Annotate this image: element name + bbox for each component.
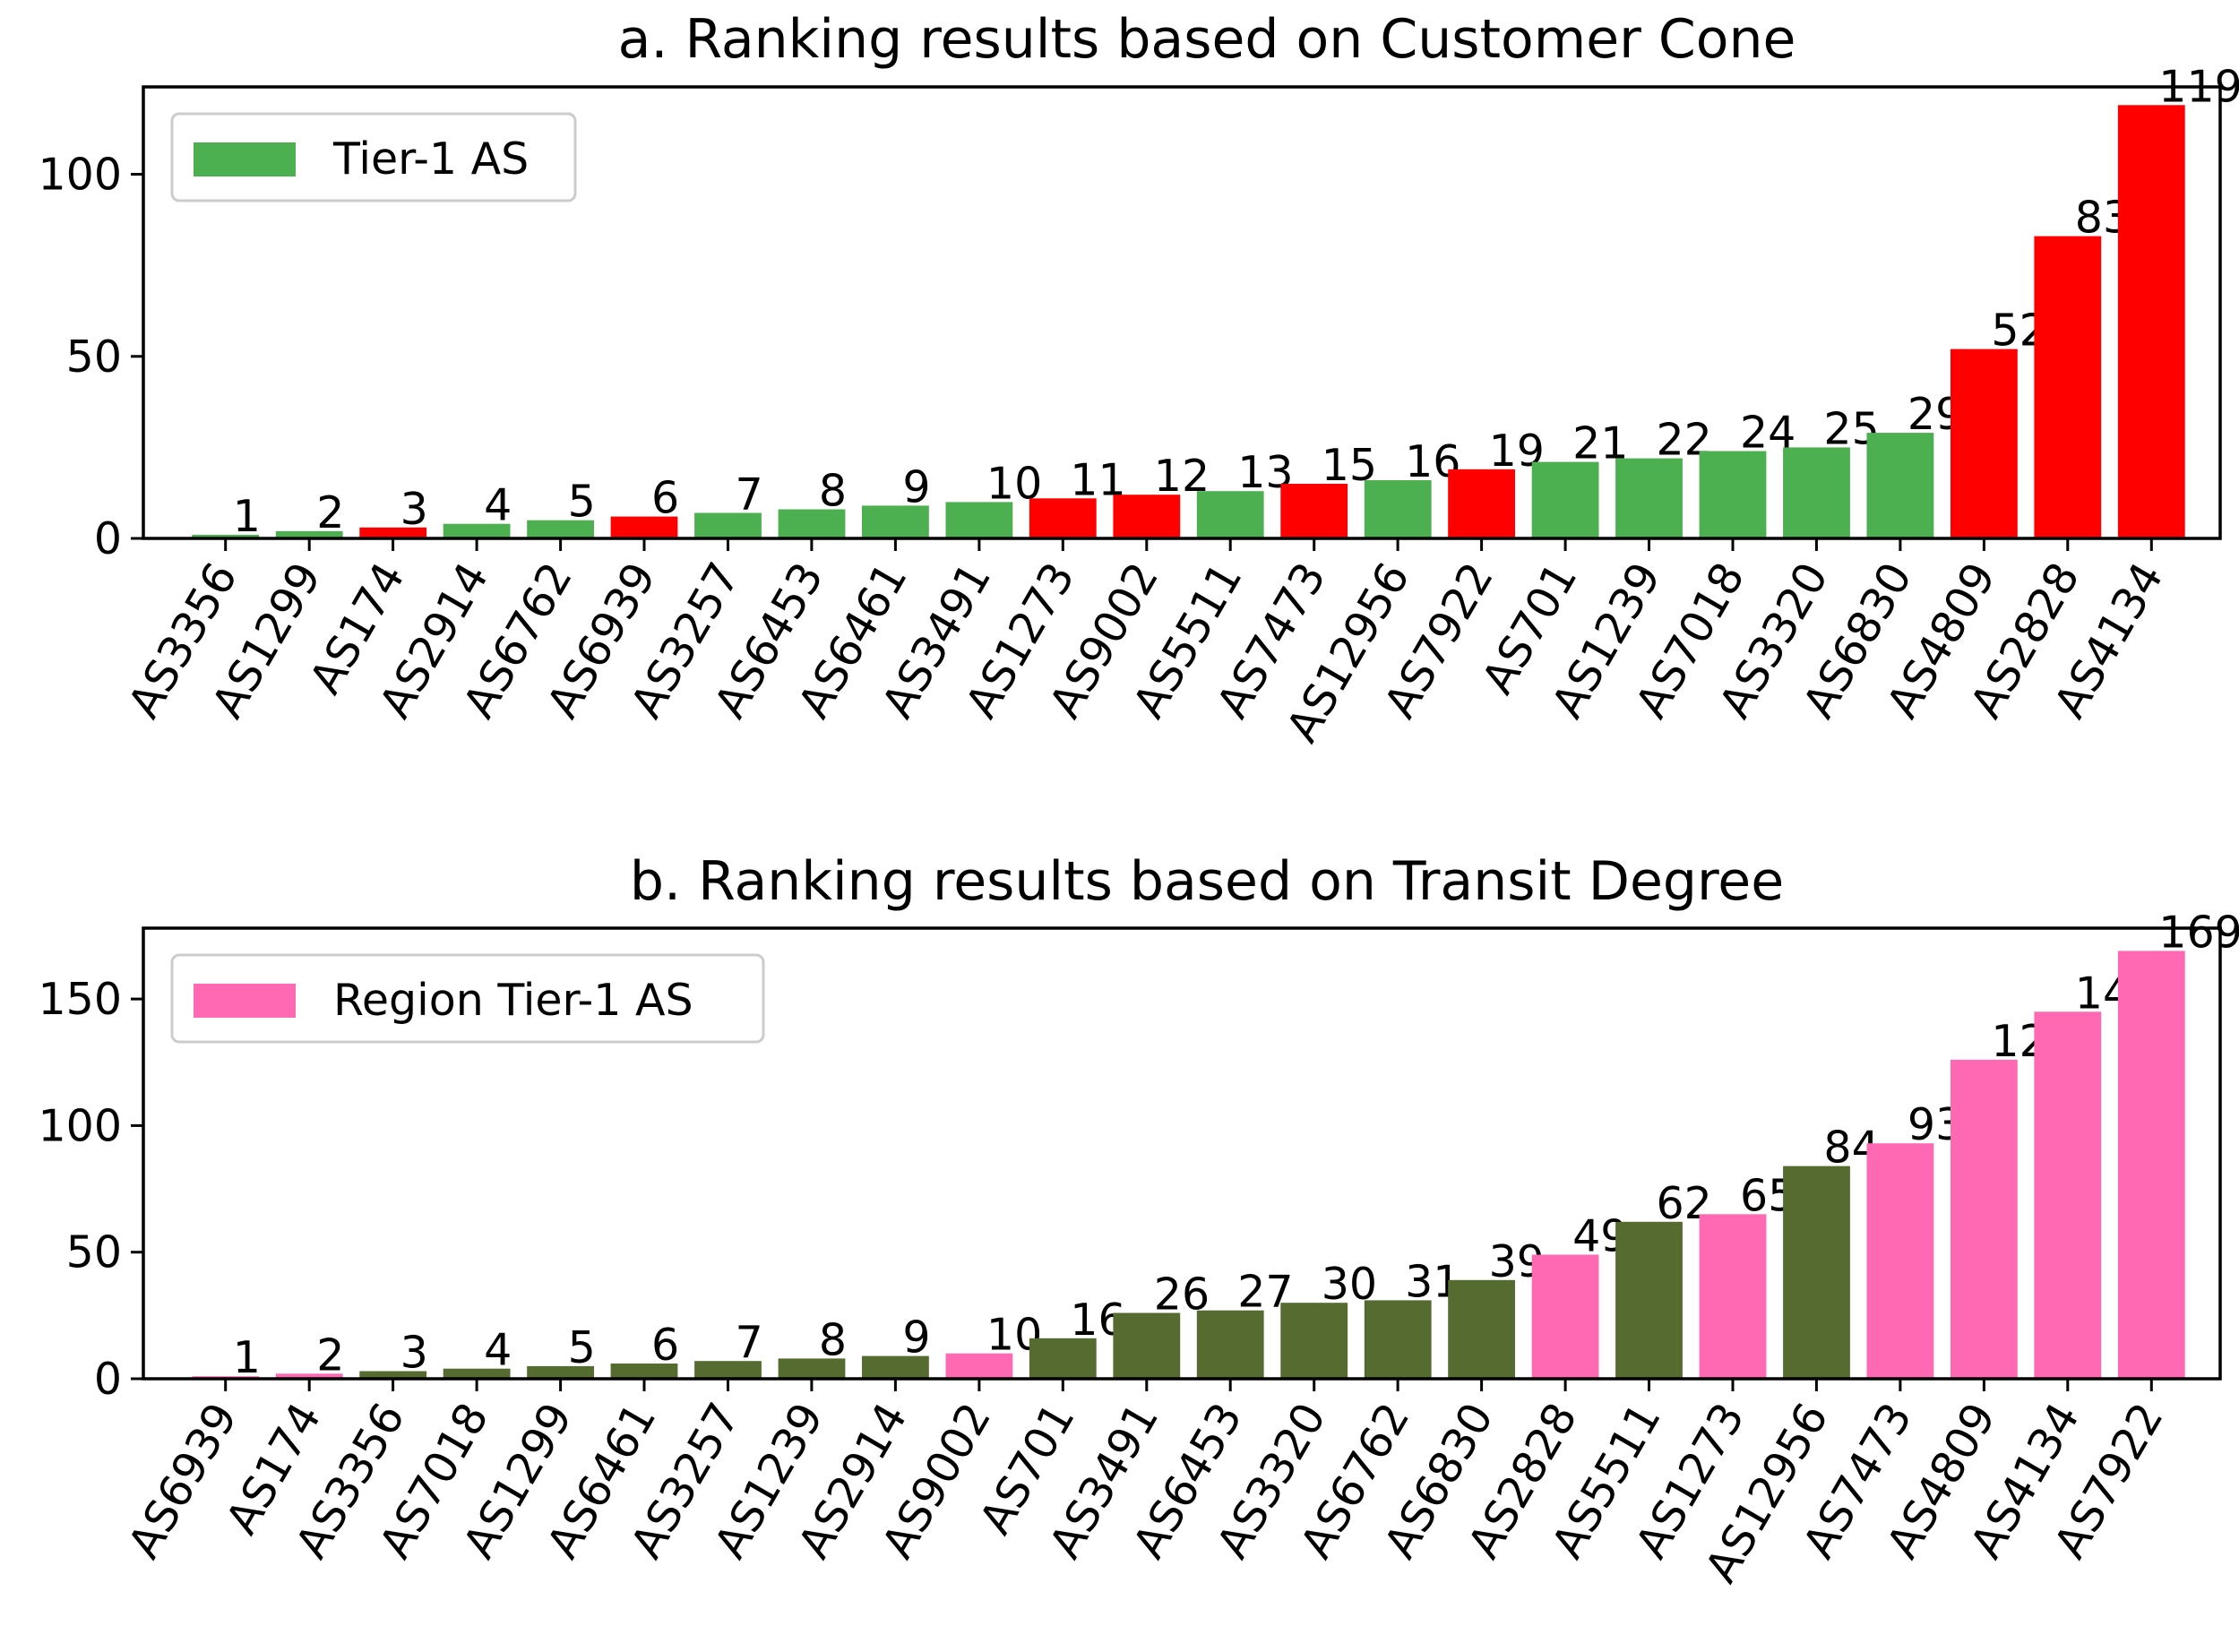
chart-a-bar-AS1239	[1615, 458, 1683, 538]
chart-a-bar-AS4809	[1951, 348, 2018, 538]
chart-a-y-tick-label: 50	[66, 331, 122, 383]
chart-b-legend-label: Region Tier-1 AS	[333, 975, 693, 1026]
chart-b-data-label: 1	[233, 1332, 261, 1383]
chart-a-bar-AS2914	[443, 523, 511, 538]
chart-a-y-tick-label: 100	[38, 150, 122, 201]
chart-a-bar-AS174	[359, 527, 427, 538]
chart-b-bar-AS1273	[1699, 1214, 1767, 1379]
chart-a-bar-AS7018	[1699, 451, 1767, 538]
chart-b-bar-AS174	[275, 1373, 343, 1379]
chart-a-bar-AS6830	[1866, 433, 1934, 538]
chart-a-data-label: 7	[736, 469, 763, 521]
chart-b-axes-frame	[142, 926, 2222, 1381]
chart-b-data-label: 5	[568, 1322, 596, 1373]
chart-b-data-label: 2	[316, 1329, 344, 1381]
chart-b-x-tick-label: AS6939	[118, 1395, 247, 1567]
chart-b-bar-AS7018	[443, 1368, 511, 1379]
chart-b-data-label: 3	[400, 1328, 428, 1379]
chart-b-bar-AS5511	[1615, 1221, 1683, 1379]
chart-b-data-label: 8	[819, 1314, 847, 1365]
chart-b-data-label: 9	[902, 1312, 930, 1364]
chart-b-bar-AS701	[1029, 1338, 1097, 1379]
chart-b-bar-AS4134	[2034, 1011, 2102, 1379]
chart-a-bar-AS3320	[1783, 447, 1850, 538]
chart-a-legend-label: Tier-1 AS	[332, 133, 529, 185]
chart-a-bar-AS1273	[1029, 498, 1097, 538]
chart-b-bar-AS7473	[1866, 1143, 1934, 1379]
chart-b-bar-AS9002	[945, 1353, 1013, 1379]
chart-a-bar-AS3491	[945, 502, 1013, 538]
chart-a-data-label: 2	[316, 487, 344, 538]
chart-b-data-label: 169	[2158, 907, 2239, 958]
chart-b-legend	[170, 953, 765, 1044]
chart-a-data-label: 9	[902, 461, 930, 512]
chart-a-bar-AS12956	[1364, 480, 1432, 538]
chart-b-y-tick-label: 50	[66, 1227, 122, 1278]
chart-b-title: b. Ranking results based on Transit Degr…	[630, 850, 1784, 913]
chart-a-y-tick-label: 0	[94, 513, 122, 564]
chart-b-bar-AS6762	[1364, 1300, 1432, 1379]
chart-a-data-label: 4	[484, 480, 512, 531]
chart-a-legend	[170, 112, 577, 202]
chart-b-y-tick-label: 0	[94, 1354, 122, 1405]
chart-b-bar-AS12956	[1783, 1166, 1850, 1379]
chart-a-bar-AS4134	[2117, 105, 2185, 539]
chart-a-bar-AS2828	[2034, 236, 2102, 538]
chart-a-bar-AS9002	[1113, 495, 1181, 538]
chart-b-bar-AS7922	[2117, 951, 2185, 1379]
chart-b-bar-AS6461	[610, 1364, 678, 1379]
chart-b-bar-AS2828	[1531, 1254, 1599, 1379]
chart-a-bar-AS6461	[862, 505, 929, 538]
chart-a-data-label: 1	[233, 491, 261, 542]
chart-b-bar-AS2914	[862, 1355, 929, 1379]
chart-b-bar-AS6453	[1196, 1310, 1264, 1379]
chart-a-title: a. Ranking results based on Customer Con…	[618, 8, 1796, 71]
chart-a: a. Ranking results based on Customer Con…	[38, 8, 2239, 751]
chart-a-data-label: 3	[400, 484, 428, 535]
chart-a-data-label: 5	[568, 477, 596, 528]
chart-b-legend-swatch	[194, 984, 296, 1018]
chart-a-legend-swatch	[194, 142, 296, 176]
chart-a-bar-AS701	[1531, 461, 1599, 538]
chart-b-y-tick-label: 150	[38, 974, 122, 1025]
chart-a-bar-AS5511	[1196, 491, 1264, 538]
chart-a-bar-AS3257	[694, 512, 762, 538]
chart-a-bar-AS3356	[192, 534, 260, 538]
chart-a-bar-AS7473	[1280, 484, 1348, 538]
chart-a-bar-AS6453	[778, 509, 846, 538]
chart-a-axes-frame	[142, 85, 2222, 540]
chart-b-bar-AS3257	[694, 1361, 762, 1379]
chart-b-bar-AS4809	[1951, 1059, 2018, 1379]
chart-a-data-label: 6	[651, 473, 679, 524]
chart-a-bar-AS6939	[610, 516, 678, 538]
chart-a-bar-AS7922	[1448, 469, 1515, 538]
chart-a-data-label: 8	[819, 466, 847, 517]
chart-b-bar-AS3356	[359, 1371, 427, 1379]
chart-b: b. Ranking results based on Transit Degr…	[38, 850, 2239, 1591]
chart-b-data-label: 6	[651, 1320, 679, 1371]
chart-b-bar-AS3320	[1280, 1303, 1348, 1379]
chart-b-bar-AS6830	[1448, 1279, 1515, 1379]
chart-b-bar-AS3491	[1113, 1312, 1181, 1379]
chart-b-bar-AS1239	[778, 1358, 846, 1379]
chart-b-data-label: 4	[484, 1325, 512, 1376]
chart-a-bar-AS1299	[275, 530, 343, 538]
chart-b-y-tick-label: 100	[38, 1100, 122, 1151]
chart-b-bar-AS1299	[527, 1365, 594, 1379]
chart-b-data-label: 7	[736, 1317, 763, 1368]
chart-a-bar-AS6762	[527, 520, 594, 538]
